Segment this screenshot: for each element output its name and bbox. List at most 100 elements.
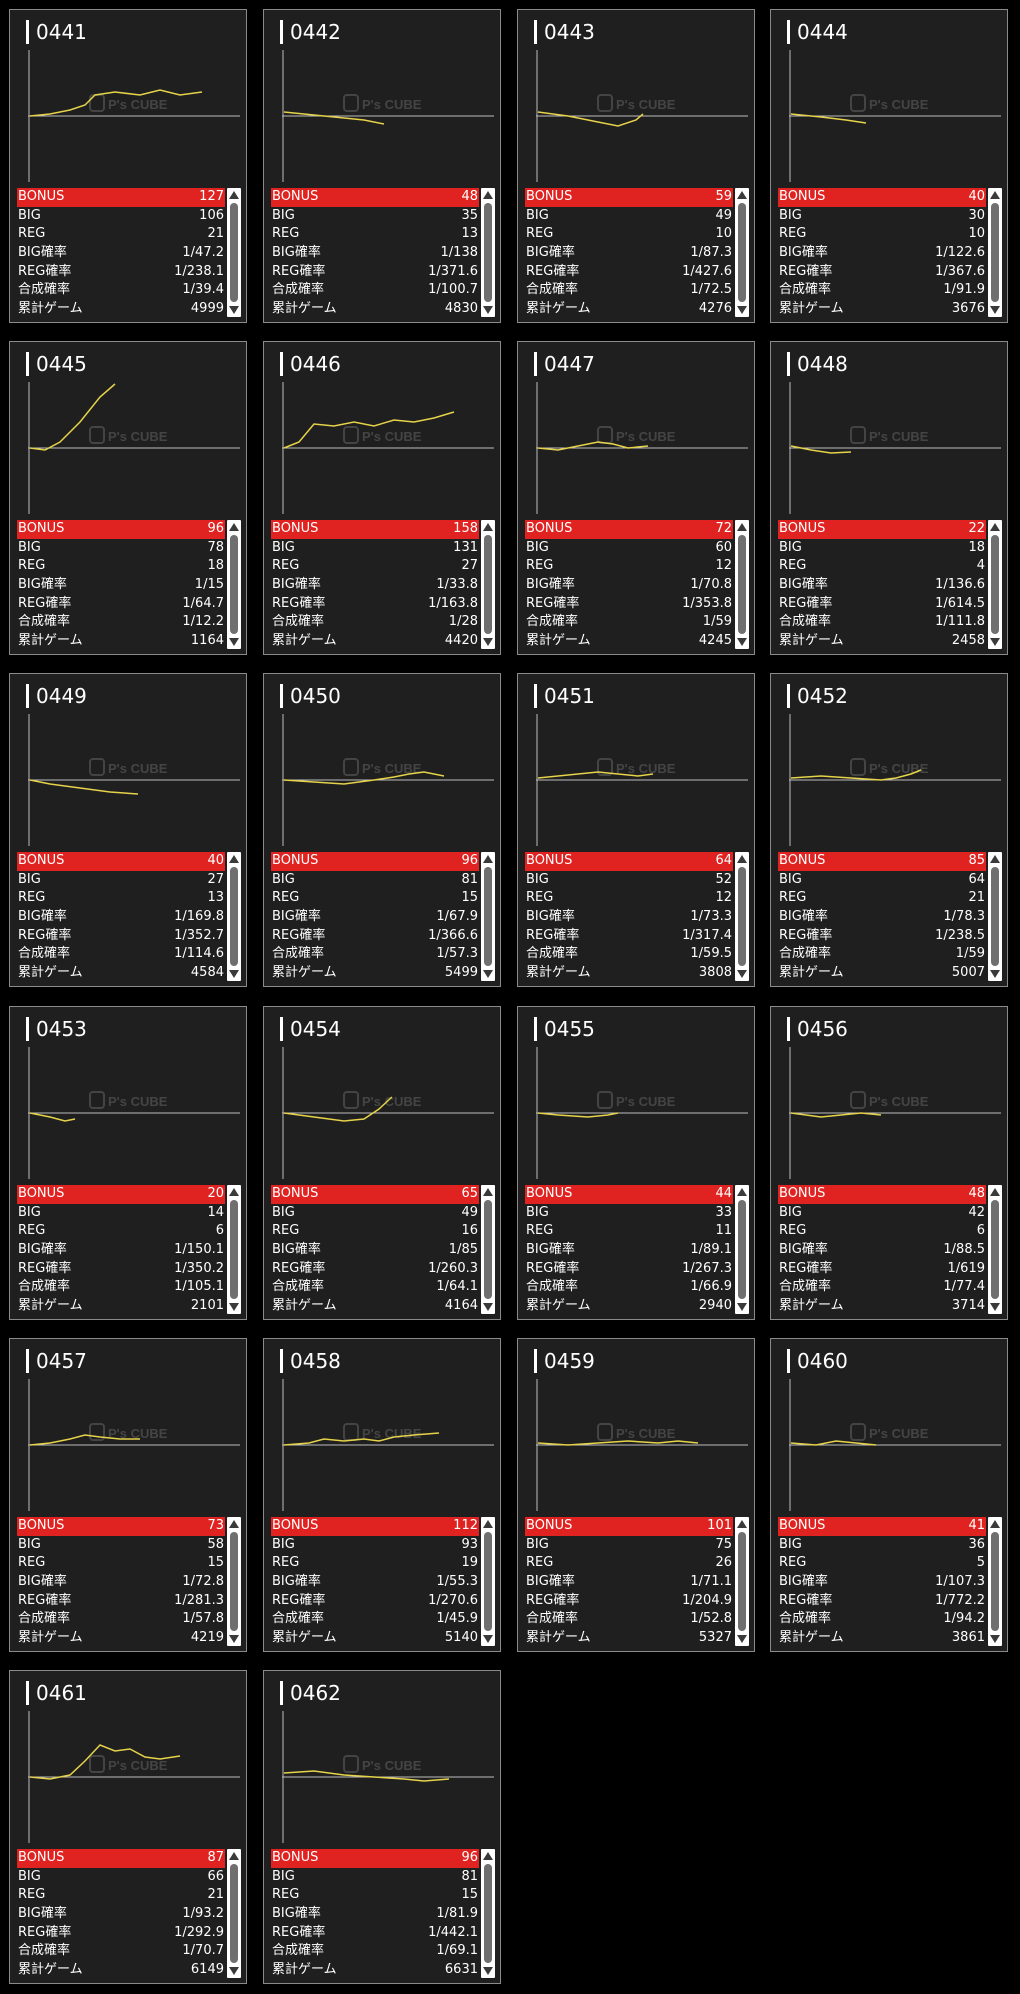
scroll-down-arrow-icon[interactable] [229,970,239,978]
stats-scrollbar[interactable] [988,188,1002,317]
stats-scrollbar[interactable] [227,188,241,317]
scroll-up-arrow-icon[interactable] [483,191,493,199]
machine-card-0456[interactable]: 0456 P's CUBE BONUS 48 BIG 42 REG 6 BIG確率 1/… [770,1006,1008,1320]
scroll-up-arrow-icon[interactable] [483,1188,493,1196]
machine-card-0442[interactable]: 0442 P's CUBE BONUS 48 BIG 35 REG 13 BIG確率 1… [263,9,501,323]
machine-card-0452[interactable]: 0452 P's CUBE BONUS 85 BIG 64 REG 21 BIG確率 1… [770,673,1008,987]
machine-card-0450[interactable]: 0450 P's CUBE BONUS 96 BIG 81 REG 15 BIG確率 1… [263,673,501,987]
scroll-up-arrow-icon[interactable] [229,1188,239,1196]
scroll-thumb[interactable] [230,1200,238,1299]
stats-scrollbar[interactable] [735,1517,749,1646]
machine-card-0461[interactable]: 0461 P's CUBE BONUS 87 BIG 66 REG 21 BIG確率 1… [9,1670,247,1984]
stats-scrollbar[interactable] [988,852,1002,981]
machine-card-0441[interactable]: 0441 P's CUBE BONUS 127 BIG 106 REG 21 BIG確… [9,9,247,323]
stats-scrollbar[interactable] [735,1185,749,1314]
stats-scrollbar[interactable] [227,1517,241,1646]
scroll-down-arrow-icon[interactable] [483,306,493,314]
stats-scrollbar[interactable] [988,1517,1002,1646]
scroll-thumb[interactable] [230,867,238,966]
scroll-up-arrow-icon[interactable] [737,1188,747,1196]
scroll-thumb[interactable] [738,1532,746,1631]
scroll-down-arrow-icon[interactable] [483,1635,493,1643]
stats-scrollbar[interactable] [481,520,495,649]
scroll-thumb[interactable] [991,867,999,966]
scroll-up-arrow-icon[interactable] [229,1852,239,1860]
machine-card-0443[interactable]: 0443 P's CUBE BONUS 59 BIG 49 REG 10 BIG確率 1… [517,9,755,323]
scroll-thumb[interactable] [230,1864,238,1963]
scroll-up-arrow-icon[interactable] [737,1520,747,1528]
scroll-down-arrow-icon[interactable] [229,1967,239,1975]
scroll-down-arrow-icon[interactable] [483,638,493,646]
scroll-up-arrow-icon[interactable] [483,1520,493,1528]
stats-scrollbar[interactable] [735,520,749,649]
machine-card-0462[interactable]: 0462 P's CUBE BONUS 96 BIG 81 REG 15 BIG確率 1… [263,1670,501,1984]
stats-scrollbar[interactable] [227,852,241,981]
scroll-thumb[interactable] [991,1200,999,1299]
machine-card-0458[interactable]: 0458 P's CUBE BONUS 112 BIG 93 REG 19 BIG確率… [263,1338,501,1652]
scroll-down-arrow-icon[interactable] [737,306,747,314]
scroll-down-arrow-icon[interactable] [737,1635,747,1643]
machine-card-0460[interactable]: 0460 P's CUBE BONUS 41 BIG 36 REG 5 BIG確率 1/… [770,1338,1008,1652]
scroll-thumb[interactable] [484,1200,492,1299]
stats-scrollbar[interactable] [735,852,749,981]
scroll-up-arrow-icon[interactable] [990,855,1000,863]
scroll-thumb[interactable] [991,203,999,302]
scroll-up-arrow-icon[interactable] [229,191,239,199]
stats-scrollbar[interactable] [481,1517,495,1646]
machine-card-0446[interactable]: 0446 P's CUBE BONUS 158 BIG 131 REG 27 BIG確… [263,341,501,655]
scroll-down-arrow-icon[interactable] [990,638,1000,646]
scroll-thumb[interactable] [484,1864,492,1963]
stats-scrollbar[interactable] [227,1185,241,1314]
scroll-thumb[interactable] [991,535,999,634]
stats-scrollbar[interactable] [481,188,495,317]
scroll-down-arrow-icon[interactable] [229,638,239,646]
scroll-down-arrow-icon[interactable] [737,638,747,646]
scroll-down-arrow-icon[interactable] [990,1303,1000,1311]
scroll-thumb[interactable] [738,535,746,634]
stats-scrollbar[interactable] [481,1849,495,1978]
scroll-up-arrow-icon[interactable] [229,1520,239,1528]
machine-card-0455[interactable]: 0455 P's CUBE BONUS 44 BIG 33 REG 11 BIG確率 1… [517,1006,755,1320]
stats-scrollbar[interactable] [735,188,749,317]
scroll-down-arrow-icon[interactable] [229,306,239,314]
stats-scrollbar[interactable] [227,1849,241,1978]
scroll-up-arrow-icon[interactable] [990,1520,1000,1528]
scroll-thumb[interactable] [738,867,746,966]
scroll-down-arrow-icon[interactable] [229,1635,239,1643]
scroll-up-arrow-icon[interactable] [229,523,239,531]
scroll-thumb[interactable] [230,1532,238,1631]
stats-scrollbar[interactable] [227,520,241,649]
scroll-thumb[interactable] [484,535,492,634]
scroll-thumb[interactable] [738,1200,746,1299]
scroll-up-arrow-icon[interactable] [483,523,493,531]
machine-card-0449[interactable]: 0449 P's CUBE BONUS 40 BIG 27 REG 13 BIG確率 1… [9,673,247,987]
scroll-thumb[interactable] [738,203,746,302]
scroll-thumb[interactable] [230,203,238,302]
scroll-up-arrow-icon[interactable] [229,855,239,863]
scroll-down-arrow-icon[interactable] [990,306,1000,314]
scroll-down-arrow-icon[interactable] [229,1303,239,1311]
scroll-thumb[interactable] [484,867,492,966]
scroll-down-arrow-icon[interactable] [483,1303,493,1311]
machine-card-0445[interactable]: 0445 P's CUBE BONUS 96 BIG 78 REG 18 BIG確率 1… [9,341,247,655]
scroll-up-arrow-icon[interactable] [737,855,747,863]
machine-card-0457[interactable]: 0457 P's CUBE BONUS 73 BIG 58 REG 15 BIG確率 1… [9,1338,247,1652]
stats-scrollbar[interactable] [481,1185,495,1314]
scroll-up-arrow-icon[interactable] [990,523,1000,531]
scroll-up-arrow-icon[interactable] [483,1852,493,1860]
scroll-up-arrow-icon[interactable] [483,855,493,863]
machine-card-0448[interactable]: 0448 P's CUBE BONUS 22 BIG 18 REG 4 BIG確率 1/… [770,341,1008,655]
scroll-up-arrow-icon[interactable] [990,191,1000,199]
machine-card-0454[interactable]: 0454 P's CUBE BONUS 65 BIG 49 REG 16 BIG確率 1… [263,1006,501,1320]
scroll-thumb[interactable] [991,1532,999,1631]
scroll-down-arrow-icon[interactable] [990,1635,1000,1643]
scroll-down-arrow-icon[interactable] [483,1967,493,1975]
scroll-up-arrow-icon[interactable] [737,523,747,531]
scroll-down-arrow-icon[interactable] [737,1303,747,1311]
scroll-down-arrow-icon[interactable] [737,970,747,978]
machine-card-0444[interactable]: 0444 P's CUBE BONUS 40 BIG 30 REG 10 BIG確率 1… [770,9,1008,323]
scroll-thumb[interactable] [230,535,238,634]
machine-card-0451[interactable]: 0451 P's CUBE BONUS 64 BIG 52 REG 12 BIG確率 1… [517,673,755,987]
scroll-up-arrow-icon[interactable] [737,191,747,199]
machine-card-0459[interactable]: 0459 P's CUBE BONUS 101 BIG 75 REG 26 BIG確率… [517,1338,755,1652]
